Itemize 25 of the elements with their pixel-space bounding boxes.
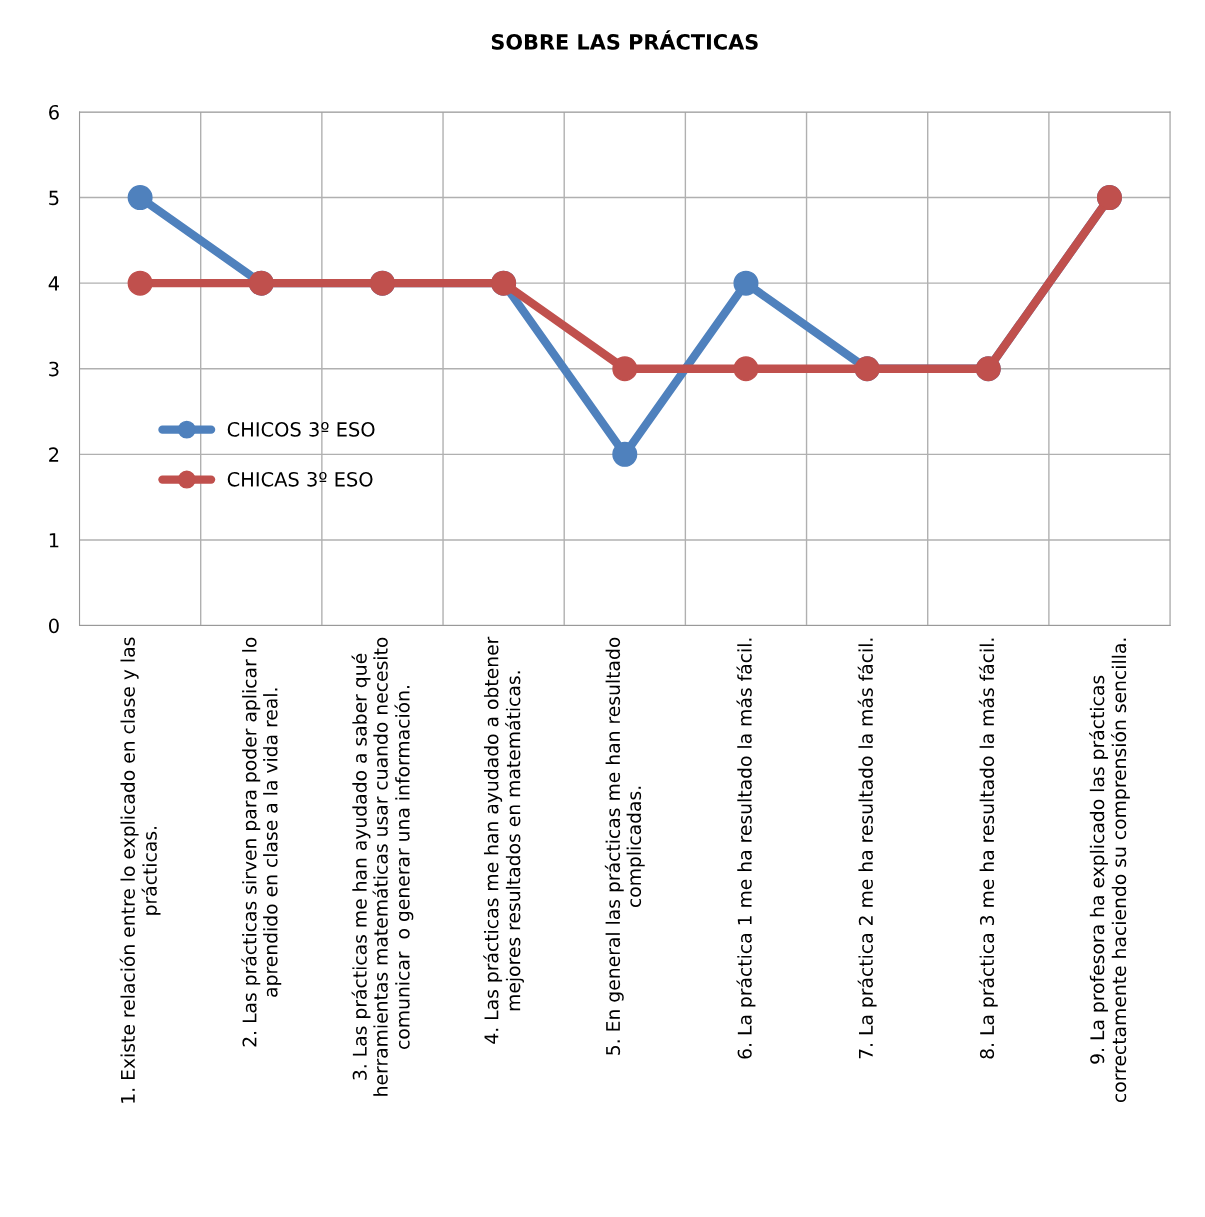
point [612,441,638,467]
y-tick-label: 4 [48,276,59,291]
x-tick-label: 2. Las prácticas sirven para poder aplicar lo aprendido en clase a la vida real. [241,637,282,1047]
y-tick-label: 3 [49,361,59,377]
y-tick-label: 1 [49,533,59,548]
point [733,356,759,382]
point [733,270,759,296]
y-tick-label: 2 [49,447,59,462]
x-tick-label: 8. La práctica 3 me ha resultado la más fácil. [978,638,998,1059]
x-tick-label: 6. La práctica 1 me ha resultado la más fácil. [736,638,756,1059]
legend-label: CHICAS 3º ESO [227,471,373,487]
legend-label: CHICOS 3º ESO [227,422,375,437]
x-tick-label: 1. Existe relación entre lo explicado en clase y las prácticas. [119,637,161,1103]
x-tick-label: 5. En general las prácticas me han resultado complicadas. [604,637,645,1055]
point [127,185,153,211]
y-tick-label: 5 [49,190,59,206]
point [612,356,638,382]
y-tick-label: 0 [49,618,59,634]
point [127,270,153,296]
x-tick-label: 3. Las prácticas me han ayudado a saber qué herramientas matemáticas usar cuando necesito comunicar o generar una información. [351,637,414,1096]
x-tick-label: 4. Las prácticas me han ayudado a obtener mejores resultados en matemáticas. [483,636,525,1044]
y-tick-label: 6 [49,104,59,120]
chart-title: SOBRE LAS PRÁCTICAS [491,30,758,50]
x-tick-label: 7. La práctica 2 me ha resultado la más fácil. [857,638,877,1059]
x-tick-label: 9. La profesora ha explicado las prácticas correctamente haciendo su comprensión sencilla. [1089,638,1130,1103]
